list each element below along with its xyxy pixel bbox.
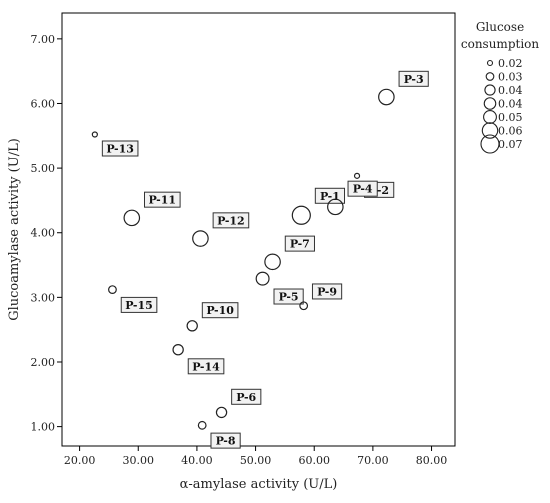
legend-label: 0.07 [498,138,523,151]
legend-title-line-2: consumption [461,37,540,51]
legend-label: 0.03 [498,71,523,84]
point-label: P-8 [216,435,236,448]
bubble-marker [123,209,141,227]
point-label-box [273,288,304,305]
data-point-p-15: P-15 [108,285,158,313]
bubble-marker [353,172,361,179]
point-label-box [212,212,250,229]
y-axis-title: Glucoamylase activity (U/L) [7,138,22,321]
legend-bubble [481,122,499,139]
data-point-p-6: P-6 [215,388,262,419]
data-points: P-1 P-2P-3P-4P-5P-6P-7P-8P-9P-10P-11P-12P… [91,70,429,449]
legend-label: 0.06 [498,125,523,138]
data-point-p-7: P-7 [264,235,315,271]
data-point-p-8: P-8 [197,420,241,449]
point-label-box [347,180,378,197]
point-label-box [231,388,262,405]
point-label-box [101,140,139,157]
data-point-p-13: P-13 [91,131,139,157]
x-tick-label: 40.00 [181,454,213,467]
point-label-box [311,283,343,300]
point-label: P-6 [236,391,256,404]
point-label-box [120,296,158,313]
data-point-p-3: P-3 [378,70,429,106]
point-label: P-9 [317,285,337,298]
x-axis-title: α-amylase activity (U/L) [180,477,338,492]
point-label: P-7 [290,238,310,251]
data-point-p-5: P-5 [255,271,304,305]
legend-title-line-1: Glucose [476,20,524,34]
y-tick-label: 1.00 [31,421,56,434]
legend-bubble [483,110,497,124]
legend: 0.020.030.040.040.050.060.07 [480,57,523,154]
bubble-marker [192,230,209,247]
bubble-marker [197,420,207,430]
point-label: P-5 [279,291,299,304]
point-label: P-13 [106,142,134,155]
point-label: P-12 [217,214,245,227]
bubble-marker [299,301,309,311]
point-label-box [284,235,315,252]
x-tick-label: 60.00 [298,454,330,467]
y-tick-label: 4.00 [31,227,56,240]
bubble-marker [291,205,311,225]
y-tick-label: 3.00 [31,291,56,304]
point-label-box [201,302,239,319]
y-tick-label: 5.00 [31,162,56,175]
point-label-box [187,358,225,375]
data-point-p-10: P-10 [186,302,239,332]
legend-bubble [483,97,497,110]
bubble-marker [327,198,344,216]
x-tick-label: 80.00 [416,454,448,467]
data-point-p-11: P-11 [123,191,181,227]
data-point-p-14: P-14 [172,344,225,375]
bubble-marker [255,271,270,286]
legend-bubble [486,59,494,67]
bubble-marker [215,406,228,419]
legend-bubble [480,134,500,154]
bubble-marker [172,344,184,356]
y-tick-label: 2.00 [31,356,56,369]
x-tick-label: 70.00 [357,454,389,467]
legend-label: 0.05 [498,111,523,124]
point-label: P-3 [404,73,424,86]
data-point-p-12: P-12 [192,212,250,247]
data-point-p-9: P-9 [299,283,343,311]
point-label: P-15 [125,299,153,312]
bubble-marker [186,320,198,332]
y-tick-label: 7.00 [31,33,56,46]
point-label: P-11 [149,194,177,207]
x-tick-label: 50.00 [240,454,272,467]
point-label-box [210,432,241,449]
bubble-marker [108,285,117,295]
legend-label: 0.02 [498,57,523,70]
legend-label: 0.04 [498,84,523,97]
bubble-marker [378,88,395,106]
axis-ticks: 20.00 30.00 40.00 50.00 60.00 70.00 80.00 1.00 2… [31,33,448,467]
point-label: P-10 [206,304,234,317]
plot-area-frame [61,12,456,447]
y-tick-label: 6.00 [31,97,56,110]
point-label: P-4 [353,183,373,196]
legend-bubble [484,84,496,96]
bubble-marker [264,253,281,271]
legend-bubble [485,72,495,81]
data-point-p-4: P-4 [327,180,378,216]
x-tick-label: 30.00 [123,454,155,467]
bubble-marker [91,131,98,138]
legend-label: 0.04 [498,98,523,111]
x-tick-label: 20.00 [64,454,96,467]
point-label: P-14 [192,360,220,373]
point-label-box [398,70,429,87]
point-label-box [144,191,181,208]
